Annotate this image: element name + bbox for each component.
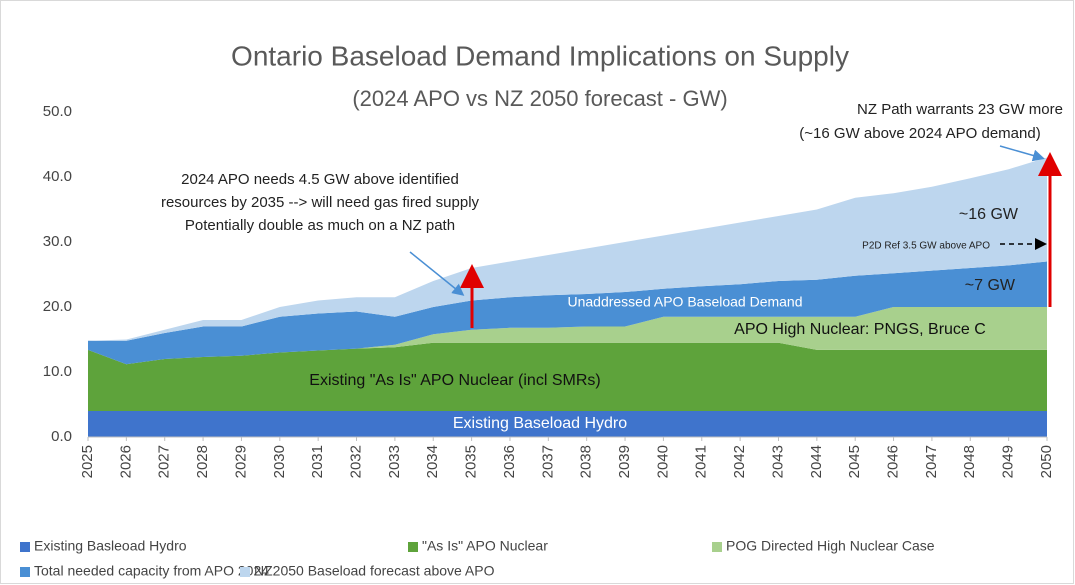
x-tick-label: 2050 [1038,445,1055,478]
x-tick-label: 2046 [885,445,902,478]
x-tick-label: 2034 [424,445,441,478]
chart-title: Ontario Baseload Demand Implications on … [231,40,849,71]
annotation: APO High Nuclear: PNGS, Bruce C [734,321,986,338]
x-tick-label: 2036 [501,445,518,478]
legend-swatch [20,567,30,577]
x-tick-label: 2027 [156,445,173,478]
x-tick-label: 2041 [693,445,710,478]
x-tick-label: 2028 [194,445,211,478]
annotation: Existing Baseload Hydro [453,415,627,432]
annotation: P2D Ref 3.5 GW above APO [862,241,990,252]
x-tick-label: 2048 [961,445,978,478]
x-tick-label: 2049 [1000,445,1017,478]
annotation: NZ Path warrants 23 GW more [857,101,1063,118]
annotation: Existing "As Is" APO Nuclear (incl SMRs) [309,372,600,389]
arrow [999,145,1045,162]
annotation: ~16 GW [959,206,1019,223]
y-tick-label: 20.0 [43,298,72,315]
x-tick-label: 2040 [654,445,671,478]
x-tick-label: 2037 [539,445,556,478]
legend-label: POG Directed High Nuclear Case [726,538,935,554]
x-tick-label: 2033 [386,445,403,478]
y-tick-label: 10.0 [43,363,72,380]
legend-swatch [408,542,418,552]
x-tick-label: 2025 [79,445,96,478]
annotation: resources by 2035 --> will need gas fire… [161,194,480,211]
legend-swatch [712,542,722,552]
x-tick-label: 2045 [846,445,863,478]
area [88,342,1047,411]
x-tick-label: 2042 [731,445,748,478]
x-tick-label: 2029 [232,445,249,478]
x-tick-label: 2043 [769,445,786,478]
annotation: Potentially double as much on a NZ path [185,217,455,234]
legend-label: NZ2050 Baseload forecast above APO [254,563,495,579]
x-tick-label: 2039 [616,445,633,478]
legend-swatch [240,567,250,577]
legend-label: "As Is" APO Nuclear [422,538,548,554]
legend-swatch [20,542,30,552]
x-tick-label: 2032 [347,445,364,478]
annotation: (~16 GW above 2024 APO demand) [799,125,1040,142]
overlay: 2024 APO needs 4.5 GW above identified re… [20,101,1063,579]
x-tick-label: 2035 [463,445,480,478]
annotation: 2024 APO needs 4.5 GW above identified [181,171,459,188]
x-tick-label: 2026 [117,445,134,478]
area [88,307,1047,365]
chart-subtitle: (2024 APO vs NZ 2050 forecast - GW) [352,86,727,111]
annotation: Unaddressed APO Baseload Demand [567,294,802,310]
x-tick-label: 2030 [271,445,288,478]
area [88,157,1047,341]
plot-area: 0.0 10.0 20.0 30.0 40.0 50.0 2025 2026 2027 2028 2… [43,103,1055,478]
y-tick-label: 50.0 [43,103,72,120]
y-tick-label: 40.0 [43,168,72,185]
legend-label: Total needed capacity from APO 2024 [34,563,269,579]
area [88,261,1047,365]
arrow [409,251,465,296]
x-tick-label: 2044 [808,445,825,478]
legend-label: Existing Basleoad Hydro [34,538,187,554]
x-tick-label: 2031 [309,445,326,478]
annotation: ~7 GW [965,277,1016,294]
y-tick-label: 30.0 [43,233,72,250]
x-tick-label: 2047 [923,445,940,478]
y-tick-label: 0.0 [51,428,72,445]
x-tick-label: 2038 [578,445,595,478]
area [88,411,1047,437]
